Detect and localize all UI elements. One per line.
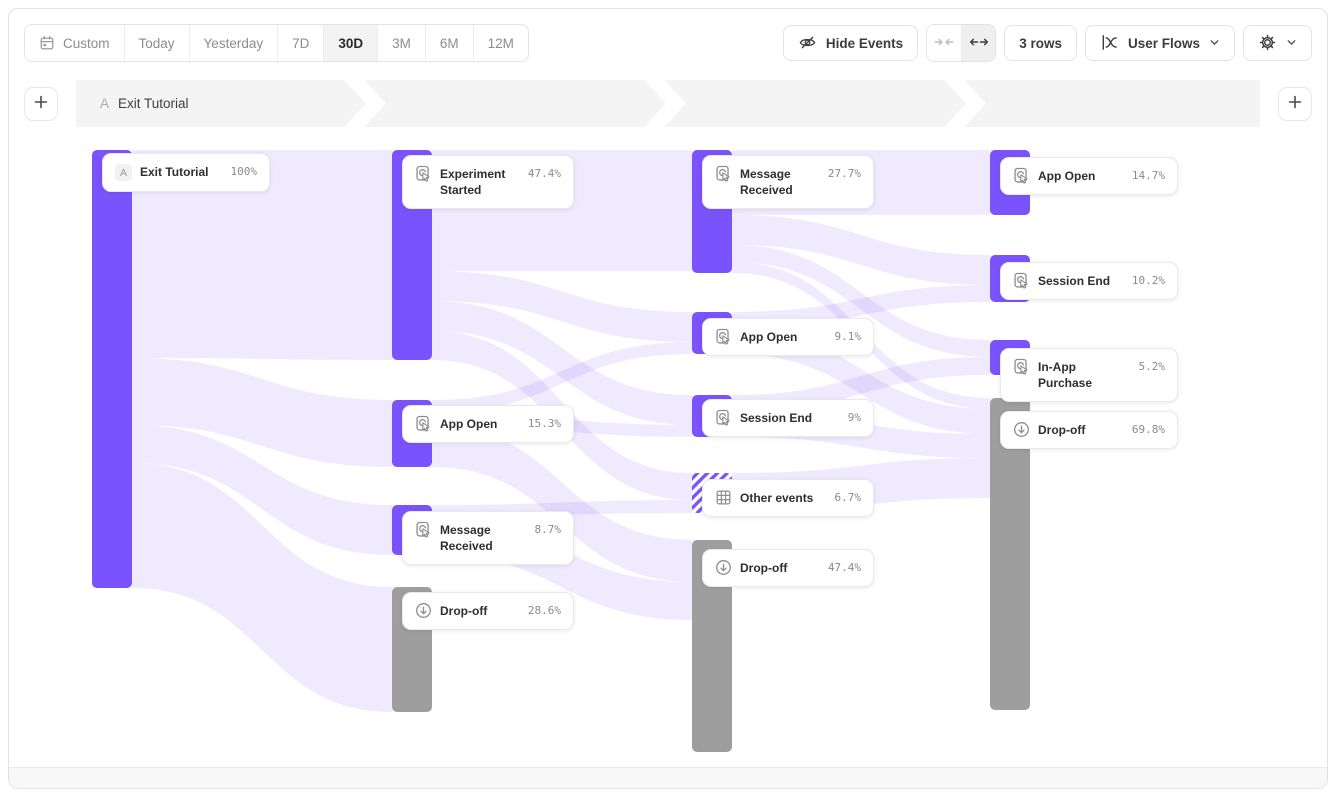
date-range-custom[interactable]: Custom [25,25,124,61]
settings-button[interactable] [1243,25,1312,61]
flow-link-exit-tutorial-to-message-received[interactable] [132,425,392,555]
event-icon [715,165,732,182]
date-range-label: Custom [63,35,110,51]
add-step-before-button[interactable] [24,86,58,121]
flow-node-bar-drop-off[interactable] [990,398,1030,710]
flow-node-bar-exit-tutorial[interactable] [92,150,132,588]
flow-node-message-received[interactable]: Message Received 27.7% [702,155,874,209]
hide-events-button[interactable]: Hide Events [782,25,919,61]
event-icon [1013,272,1030,289]
flow-link-app-open-to-drop-off[interactable] [432,425,692,582]
rows-button[interactable]: 3 rows [1004,25,1077,61]
step-chevron-separators [344,80,986,127]
collapse-columns-button[interactable] [927,25,962,61]
add-step-after-button[interactable] [1278,86,1312,121]
start-step-label: Exit Tutorial [118,96,189,111]
rows-label: 3 rows [1019,35,1062,51]
flow-node-app-open[interactable]: App Open 14.7% [1000,157,1178,195]
date-range-12m[interactable]: 12M [472,25,528,61]
flow-node-drop-off[interactable]: Drop-off 28.6% [402,592,574,630]
arrows-collapse-icon [934,36,954,51]
dropoff-icon [415,602,432,619]
date-range-today[interactable]: Today [123,25,189,61]
flow-link-app-open-to-app-open[interactable] [432,342,692,413]
calendar-icon [39,35,55,51]
toolbar-right: Hide Events [782,24,1312,62]
expand-columns-button[interactable] [961,25,996,61]
flow-node-app-open[interactable]: App Open 9.1% [702,318,874,356]
panel-footer-strip [9,767,1327,788]
flow-link-message-received-to-in-app-purchase[interactable] [732,245,990,357]
collapse-expand-toggle [926,24,997,62]
flow-node-session-end[interactable]: Session End 9% [702,399,874,437]
start-step[interactable]: A Exit Tutorial [76,80,1260,127]
flow-link-experiment-started-to-session-end[interactable] [432,301,692,425]
chart-type-button[interactable]: User Flows [1084,25,1235,61]
date-range-7d[interactable]: 7D [277,25,324,61]
date-range-3m[interactable]: 3M [377,25,425,61]
plus-icon [1288,95,1302,112]
flow-header: A Exit Tutorial [24,80,1312,127]
flow-node-session-end[interactable]: Session End 10.2% [1000,262,1178,300]
event-icon [715,409,732,426]
flow-node-bar-drop-off[interactable] [692,540,732,752]
date-range-yesterday[interactable]: Yesterday [188,25,278,61]
gear-icon [1258,33,1277,52]
event-icon [415,521,432,538]
flow-node-in-app-purchase[interactable]: In-App Purchase 5.2% [1000,348,1178,402]
event-icon [1013,167,1030,184]
flow-steps-bar[interactable]: A Exit Tutorial [76,80,1260,127]
date-range-30d[interactable]: 30D [323,25,378,61]
user-flows-icon [1100,33,1119,52]
flow-node-experiment-started[interactable]: Experiment Started 47.4% [402,155,574,209]
event-icon [415,415,432,432]
date-range-selector: Custom Today Yesterday 7D 30D 3M 6M 12M [24,24,529,62]
step-letter-badge: A [100,96,110,111]
dropoff-icon [1013,421,1030,438]
event-icon [715,328,732,345]
chevron-down-icon [1209,36,1220,51]
dropoff-icon [715,559,732,576]
event-icon [1013,358,1030,375]
flow-node-exit-tutorial[interactable]: A Exit Tutorial 100% [102,153,270,192]
step-letter-badge: A [115,164,132,181]
chrome: Custom Today Yesterday 7D 30D 3M 6M 12M … [8,8,1328,127]
date-range-6m[interactable]: 6M [424,25,473,61]
chart-type-label: User Flows [1127,35,1200,51]
flow-link-message-received-to-session-end[interactable] [732,215,990,285]
arrows-expand-icon [969,36,989,51]
flow-node-other-events[interactable]: Other events 6.7% [702,479,874,517]
flow-node-drop-off[interactable]: Drop-off 47.4% [702,549,874,587]
flow-link-exit-tutorial-to-experiment-started[interactable] [132,150,392,360]
flow-link-exit-tutorial-to-app-open[interactable] [132,358,392,467]
eye-off-icon [798,33,817,52]
toolbar: Custom Today Yesterday 7D 30D 3M 6M 12M … [24,24,1312,62]
flow-link-experiment-started-to-app-open[interactable] [432,271,692,342]
hide-events-label: Hide Events [825,35,904,51]
flow-node-drop-off[interactable]: Drop-off 69.8% [1000,411,1178,449]
chevron-down-icon [1286,36,1297,51]
other-events-grid-icon [715,489,732,506]
flow-link-exit-tutorial-to-drop-off[interactable] [132,463,392,712]
plus-icon [34,95,48,112]
flow-node-app-open[interactable]: App Open 15.3% [402,405,574,443]
flow-node-message-received[interactable]: Message Received 8.7% [402,511,574,565]
event-icon [415,165,432,182]
